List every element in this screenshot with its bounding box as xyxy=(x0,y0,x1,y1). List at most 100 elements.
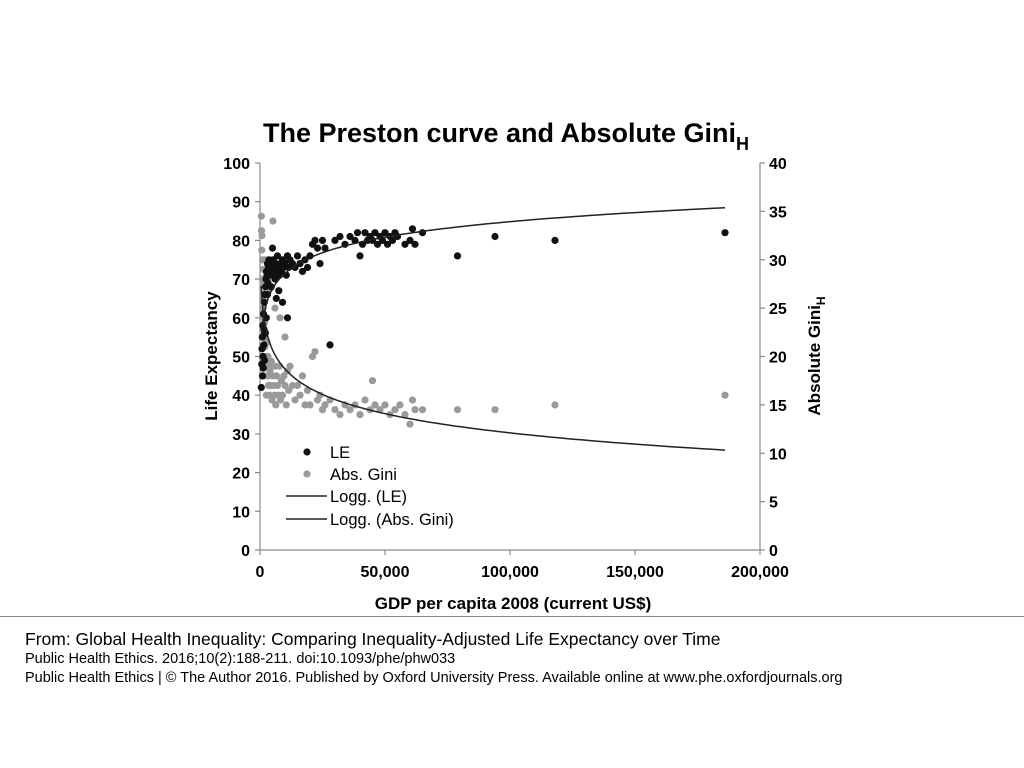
le-point xyxy=(318,236,327,244)
caption-copyright: Public Health Ethics | © The Author 2016… xyxy=(25,670,843,686)
y2-tick-label: 25 xyxy=(769,301,787,318)
abs-gini-point xyxy=(371,401,379,409)
abs-gini-point xyxy=(258,246,266,254)
y2-axis-label: Absolute GiniH xyxy=(805,296,828,415)
abs-gini-point xyxy=(269,217,277,225)
legend-abs-gini: Abs. Gini xyxy=(330,466,397,484)
legend-le: LE xyxy=(330,444,350,462)
le-point xyxy=(258,372,267,380)
abs-gini-point xyxy=(296,391,304,399)
le-point xyxy=(373,240,382,248)
abs-gini-point xyxy=(368,377,377,385)
le-point xyxy=(291,263,299,272)
y2-tick-label: 40 xyxy=(769,156,787,173)
abs-gini-point xyxy=(356,411,364,419)
chart-title: The Preston curve and Absolute GiniH xyxy=(263,118,749,154)
le-point xyxy=(388,236,397,244)
legend-gini-marker xyxy=(303,470,311,478)
legend-le-marker xyxy=(303,448,311,456)
abs-gini-point xyxy=(273,381,282,390)
y2-tick-label: 10 xyxy=(769,446,787,463)
y-tick-label: 40 xyxy=(232,388,250,405)
le-point xyxy=(381,229,389,237)
y-axis-label: Life Expectancy xyxy=(202,291,221,421)
abs-gini-point xyxy=(276,314,284,322)
y-tick-label: 0 xyxy=(241,543,250,560)
abs-gini-point xyxy=(306,401,314,409)
le-point xyxy=(453,252,462,260)
le-point xyxy=(356,252,364,260)
abs-gini-point xyxy=(411,406,419,414)
abs-gini-point xyxy=(346,406,354,414)
y2-tick-label: 20 xyxy=(769,350,787,367)
abs-gini-point xyxy=(282,401,290,409)
caption-from: From: Global Health Inequality: Comparin… xyxy=(25,629,721,649)
abs-gini-point xyxy=(406,420,414,428)
le-point xyxy=(371,229,379,237)
le-point xyxy=(551,236,559,244)
abs-gini-point xyxy=(453,406,462,414)
abs-gini-point xyxy=(286,362,294,370)
le-point xyxy=(313,244,322,252)
x-tick-label: 0 xyxy=(256,564,265,581)
x-tick-label: 150,000 xyxy=(606,564,664,581)
abs-gini-point xyxy=(280,372,288,380)
legend-logg-abs-gini: Logg. (Abs. Gini) xyxy=(330,511,454,529)
abs-gini-point xyxy=(272,372,281,380)
le-point xyxy=(316,260,324,268)
le-point xyxy=(260,341,268,349)
y2-tick-label: 0 xyxy=(769,543,778,560)
caption-divider xyxy=(0,616,1024,617)
abs-gini-point xyxy=(391,406,399,414)
le-point xyxy=(278,298,287,306)
abs-gini-point xyxy=(281,333,289,341)
le-point xyxy=(361,229,369,237)
abs-gini-point xyxy=(321,401,329,409)
abs-gini-point xyxy=(291,396,299,404)
le-point xyxy=(401,240,409,248)
logg-le-trend-line xyxy=(260,207,726,341)
abs-gini-point xyxy=(311,348,319,356)
abs-gini-point xyxy=(491,406,499,414)
y-tick-label: 60 xyxy=(232,311,250,328)
y2-tick-label: 35 xyxy=(769,204,787,221)
legend-logg-le: Logg. (LE) xyxy=(330,488,407,506)
y-tick-label: 20 xyxy=(232,466,250,483)
x-tick-label: 100,000 xyxy=(481,564,539,581)
abs-gini-point xyxy=(408,396,417,404)
abs-gini-point xyxy=(258,232,266,240)
le-point xyxy=(411,240,419,248)
y-tick-label: 30 xyxy=(232,427,250,444)
abs-gini-point xyxy=(267,357,275,365)
le-point xyxy=(336,232,344,241)
x-tick-label: 200,000 xyxy=(731,564,789,581)
le-point xyxy=(321,244,329,252)
abs-gini-point xyxy=(288,381,297,390)
le-point xyxy=(418,229,427,237)
logg-abs-gini-trend-line xyxy=(260,286,726,451)
abs-gini-point xyxy=(418,406,427,414)
le-point xyxy=(353,229,362,237)
abs-gini-point xyxy=(331,406,339,414)
x-tick-label: 50,000 xyxy=(361,564,410,581)
le-point xyxy=(346,232,354,241)
abs-gini-point xyxy=(262,391,270,399)
y-tick-label: 10 xyxy=(232,504,250,521)
le-point xyxy=(257,383,265,392)
trend-lines xyxy=(260,207,726,451)
y-tick-label: 50 xyxy=(232,350,250,367)
abs-gini-point xyxy=(551,401,559,409)
figure-caption: From: Global Health Inequality: Comparin… xyxy=(25,628,1015,688)
le-point xyxy=(268,244,277,252)
abs-gini-point xyxy=(257,212,265,220)
le-point xyxy=(260,356,269,364)
y-tick-label: 100 xyxy=(223,156,250,173)
le-point xyxy=(272,294,280,302)
le-point xyxy=(259,364,267,372)
abs-gini-point xyxy=(272,401,280,409)
caption-citation: Public Health Ethics. 2016;10(2):188-211… xyxy=(25,651,456,667)
le-point xyxy=(721,229,729,237)
y2-tick-label: 30 xyxy=(769,253,787,270)
abs-gini-point xyxy=(281,381,289,390)
le-point xyxy=(406,236,414,244)
